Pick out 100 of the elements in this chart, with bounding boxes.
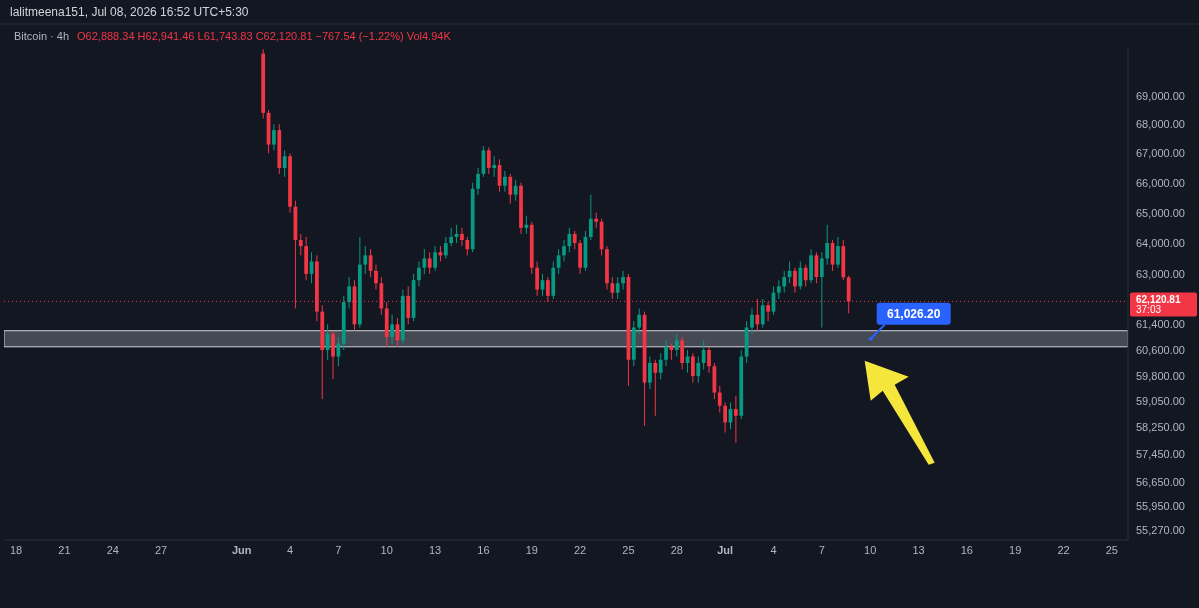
x-tick-label: 16 bbox=[477, 544, 490, 556]
y-tick-label: 61,400.00 bbox=[1136, 318, 1185, 331]
candlestick bbox=[653, 359, 658, 417]
candlestick bbox=[658, 352, 663, 380]
x-tick-label: 27 bbox=[154, 544, 168, 556]
chart-title: Bitcoin · 4h bbox=[14, 30, 70, 42]
candlestick bbox=[782, 270, 787, 294]
candlestick bbox=[696, 356, 701, 384]
x-tick-label: 16 bbox=[960, 544, 973, 556]
y-tick-label: 68,000.00 bbox=[1136, 118, 1185, 131]
candlestick bbox=[390, 314, 394, 345]
y-tick-label: 55,950.00 bbox=[1136, 500, 1185, 513]
x-tick-label: Jul bbox=[717, 544, 734, 556]
y-tick-label: 65,000.00 bbox=[1136, 206, 1185, 219]
candlestick bbox=[674, 333, 679, 357]
y-tick-label: 59,050.00 bbox=[1136, 394, 1185, 407]
candlestick bbox=[588, 194, 593, 241]
x-tick-label: 24 bbox=[106, 544, 119, 556]
y-tick-label: 56,650.00 bbox=[1136, 475, 1185, 488]
x-tick-label: 4 bbox=[770, 544, 777, 556]
candlestick bbox=[336, 336, 341, 367]
y-tick-label: 60,600.00 bbox=[1136, 343, 1185, 356]
candlestick bbox=[374, 264, 378, 291]
candlestick bbox=[691, 352, 695, 384]
x-tick-label: 18 bbox=[9, 544, 23, 556]
y-tick-label: 66,000.00 bbox=[1136, 176, 1185, 189]
candlestick bbox=[610, 276, 615, 300]
candlestick bbox=[776, 279, 781, 300]
candlestick bbox=[503, 170, 507, 193]
x-tick-label: 4 bbox=[286, 544, 294, 556]
candlestick bbox=[449, 227, 454, 247]
candlestick bbox=[465, 236, 470, 256]
candlestick bbox=[750, 307, 754, 335]
candlestick bbox=[508, 173, 513, 205]
text: 37:03 bbox=[1136, 303, 1162, 315]
candlestick bbox=[347, 276, 351, 309]
x-tick-label: 10 bbox=[380, 544, 393, 556]
candlestick bbox=[648, 356, 652, 390]
x-tick-label: 22 bbox=[573, 544, 587, 556]
x-tick-label: 25 bbox=[622, 544, 635, 556]
candlestick bbox=[615, 276, 620, 300]
candlestick bbox=[793, 267, 797, 294]
candlestick bbox=[734, 395, 738, 444]
candlestick bbox=[492, 155, 497, 178]
x-tick-label: 7 bbox=[818, 544, 825, 556]
chart-subtitle: O62,888.34 H62,941.46 L61,743.83 C62,120.81 −767.54 (−1.22%) Vol4.94K bbox=[77, 30, 452, 42]
candlestick bbox=[298, 233, 303, 256]
candlestick bbox=[819, 251, 824, 329]
candlestick bbox=[707, 346, 711, 374]
x-tick-label: 13 bbox=[428, 544, 442, 556]
candlestick bbox=[486, 146, 491, 175]
ref-line-label: 62,120.81 bbox=[1136, 293, 1181, 305]
y-tick-label: 55,270.00 bbox=[1136, 524, 1185, 537]
y-tick-label: 63,000.00 bbox=[1136, 267, 1185, 280]
candlestick bbox=[637, 307, 642, 335]
x-tick-label: 25 bbox=[1105, 544, 1119, 556]
candlestick bbox=[717, 385, 722, 413]
candlestick bbox=[836, 236, 840, 269]
candlestick bbox=[680, 336, 685, 371]
candlestick bbox=[460, 227, 464, 247]
candlestick bbox=[363, 245, 368, 275]
candlestick bbox=[443, 236, 448, 259]
candlestick bbox=[422, 248, 427, 275]
candlestick bbox=[417, 261, 421, 287]
x-tick-label: 19 bbox=[1009, 544, 1022, 556]
y-tick-label: 58,250.00 bbox=[1136, 421, 1185, 434]
x-tick-label: 22 bbox=[1057, 544, 1070, 556]
candlestick bbox=[535, 261, 540, 297]
candlestick bbox=[701, 339, 706, 371]
x-tick-label: 7 bbox=[335, 544, 342, 556]
candlestick bbox=[272, 123, 276, 151]
x-tick-label: 21 bbox=[58, 544, 71, 556]
candlestick bbox=[803, 264, 808, 287]
annotation: 61,026.20 bbox=[886, 306, 941, 321]
candlestick bbox=[282, 149, 287, 178]
candlestick bbox=[476, 167, 480, 196]
y-tick-label: 64,000.00 bbox=[1136, 236, 1185, 249]
y-tick-label: 69,000.00 bbox=[1136, 89, 1185, 102]
candlestick bbox=[723, 401, 728, 434]
candlestick bbox=[513, 179, 518, 202]
candlestick bbox=[664, 339, 668, 367]
candlestick bbox=[760, 298, 765, 329]
candlestick bbox=[825, 224, 830, 266]
y-tick-label: 67,000.00 bbox=[1136, 147, 1185, 160]
candlestick bbox=[562, 239, 566, 263]
x-tick-label: 10 bbox=[864, 544, 877, 556]
x-tick-label: 28 bbox=[670, 544, 683, 556]
candlestick bbox=[621, 270, 625, 291]
candlestick bbox=[331, 330, 335, 380]
candlestick bbox=[427, 251, 432, 275]
candlestick bbox=[798, 261, 803, 291]
candlestick bbox=[433, 245, 437, 272]
x-tick-label: Jun bbox=[231, 544, 252, 556]
x-tick-label: 19 bbox=[525, 544, 538, 556]
candlestick bbox=[325, 323, 330, 361]
text: lalitmeena151, Jul 08, 2026 16:52 UTC+5:30 bbox=[10, 5, 249, 19]
candlestick bbox=[567, 227, 572, 253]
y-tick-label: 57,450.00 bbox=[1136, 448, 1185, 461]
x-tick-label: 13 bbox=[912, 544, 925, 556]
candlestick bbox=[572, 230, 577, 250]
